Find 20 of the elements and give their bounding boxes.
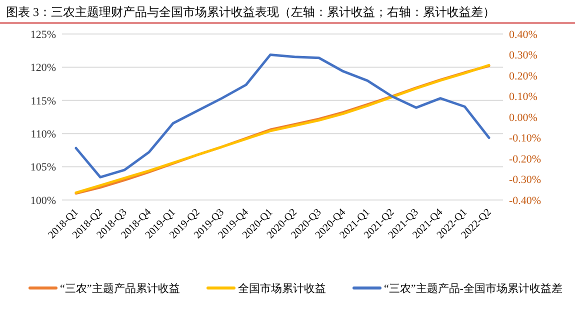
y2-tick-label: -0.30% bbox=[509, 174, 542, 186]
y2-tick-label: 0.40% bbox=[509, 28, 538, 41]
y2-tick-label: 0.00% bbox=[509, 112, 538, 124]
y-tick-label: 110% bbox=[30, 128, 56, 140]
y-tick-label: 120% bbox=[30, 62, 56, 74]
legend-label: “三农”主题产品累计收益 bbox=[60, 282, 180, 295]
legend-label: 全国市场累计收益 bbox=[238, 282, 326, 295]
y-tick-label: 125% bbox=[30, 28, 56, 41]
y2-tick-label: 0.30% bbox=[509, 50, 538, 62]
line-series bbox=[74, 54, 490, 178]
y-tick-label: 105% bbox=[30, 162, 56, 174]
y2-tick-label: -0.10% bbox=[509, 132, 542, 145]
y2-tick-label: -0.40% bbox=[509, 194, 542, 207]
y2-tick-label: -0.20% bbox=[509, 153, 542, 166]
y2-tick-label: 0.10% bbox=[509, 91, 538, 104]
y-tick-label: 100% bbox=[30, 194, 56, 207]
y2-tick-label: 0.20% bbox=[509, 70, 538, 82]
chart-title: 图表 3：三农主题理财产品与全国市场累计收益表现（左轴：累计收益；右轴：累计收益差） bbox=[6, 5, 495, 19]
y-tick-label: 115% bbox=[30, 95, 56, 108]
legend-label: “三农”主题产品-全国市场累计收益差 bbox=[384, 282, 562, 295]
